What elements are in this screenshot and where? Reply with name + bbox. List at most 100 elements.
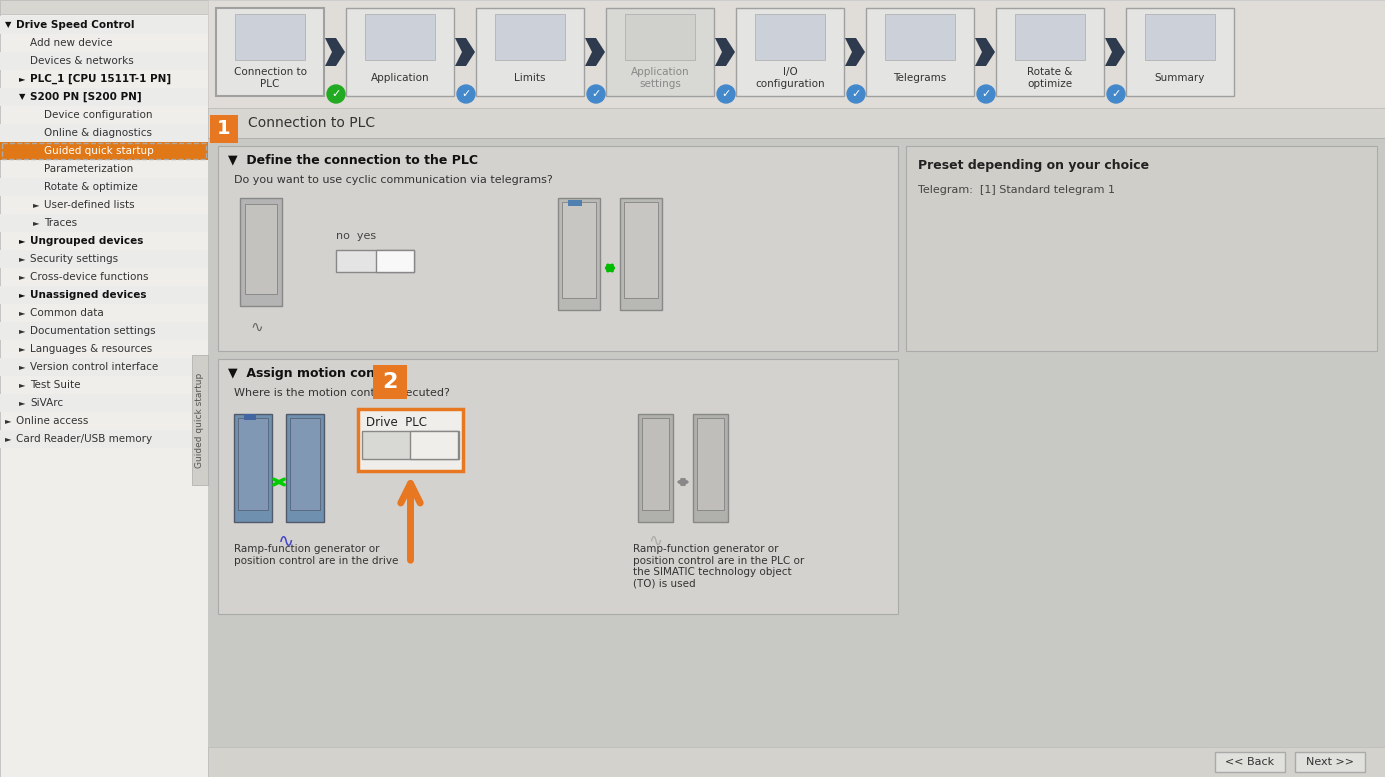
Bar xyxy=(346,8,454,96)
Bar xyxy=(211,115,238,143)
Bar xyxy=(245,204,277,294)
Text: Guided quick startup: Guided quick startup xyxy=(44,146,154,156)
Text: ∿: ∿ xyxy=(251,320,263,335)
Text: << Back: << Back xyxy=(1226,757,1274,767)
Text: Guided quick startup: Guided quick startup xyxy=(195,372,205,468)
Text: Limits: Limits xyxy=(514,73,546,83)
Bar xyxy=(216,8,324,96)
Bar xyxy=(0,16,208,34)
Bar xyxy=(217,359,897,614)
Bar xyxy=(285,414,324,522)
Text: ✓: ✓ xyxy=(591,89,601,99)
Bar xyxy=(496,14,565,60)
Text: ►: ► xyxy=(19,255,25,263)
Text: ►: ► xyxy=(19,381,25,389)
Text: Add new device: Add new device xyxy=(30,38,112,48)
Bar xyxy=(373,365,407,399)
Text: Parameterization: Parameterization xyxy=(44,164,133,174)
Text: Summary: Summary xyxy=(1155,73,1205,83)
Bar xyxy=(626,14,694,60)
Bar xyxy=(558,198,600,310)
Bar xyxy=(1145,14,1215,60)
Text: Traces: Traces xyxy=(44,218,78,228)
Circle shape xyxy=(848,85,866,103)
Polygon shape xyxy=(456,38,475,66)
Text: Card Reader/USB memory: Card Reader/USB memory xyxy=(17,434,152,444)
Text: ►: ► xyxy=(19,363,25,371)
Polygon shape xyxy=(715,38,735,66)
Bar xyxy=(240,198,283,306)
Text: Rotate &
optimize: Rotate & optimize xyxy=(1028,67,1073,89)
Text: ✓: ✓ xyxy=(461,89,471,99)
Bar xyxy=(217,146,897,351)
Polygon shape xyxy=(584,38,605,66)
Text: Device configuration: Device configuration xyxy=(44,110,152,120)
Text: S200 PN [S200 PN]: S200 PN [S200 PN] xyxy=(30,92,141,102)
Text: no  yes: no yes xyxy=(337,231,377,241)
Text: SiVArc: SiVArc xyxy=(30,398,64,408)
Circle shape xyxy=(717,85,735,103)
Bar xyxy=(366,14,435,60)
Text: Where is the motion control executed?: Where is the motion control executed? xyxy=(234,388,450,398)
Text: ▼: ▼ xyxy=(6,20,11,30)
Text: ►: ► xyxy=(33,218,40,228)
Text: ►: ► xyxy=(19,75,25,83)
Bar xyxy=(620,198,662,310)
Text: ►: ► xyxy=(19,291,25,299)
Bar xyxy=(238,418,269,510)
Bar xyxy=(638,414,673,522)
Circle shape xyxy=(457,85,475,103)
Polygon shape xyxy=(975,38,994,66)
Polygon shape xyxy=(325,38,345,66)
Text: Connection to
PLC: Connection to PLC xyxy=(234,67,306,89)
Text: Connection to PLC: Connection to PLC xyxy=(248,116,375,130)
Text: Application: Application xyxy=(371,73,429,83)
Text: ✓: ✓ xyxy=(1111,89,1120,99)
Bar xyxy=(692,414,729,522)
Bar xyxy=(1015,14,1084,60)
Text: Ramp-function generator or
position control are in the PLC or
the SIMATIC techno: Ramp-function generator or position cont… xyxy=(633,544,805,589)
Text: Version control interface: Version control interface xyxy=(30,362,158,372)
Text: PLC_1 [CPU 1511T-1 PN]: PLC_1 [CPU 1511T-1 PN] xyxy=(30,74,172,84)
Text: I/O
configuration: I/O configuration xyxy=(755,67,825,89)
Text: ✓: ✓ xyxy=(722,89,731,99)
Text: Next >>: Next >> xyxy=(1306,757,1355,767)
Text: Online & diagnostics: Online & diagnostics xyxy=(44,128,152,138)
Bar xyxy=(0,214,208,232)
Bar xyxy=(234,414,271,522)
Text: 1: 1 xyxy=(217,120,231,138)
Text: ✓: ✓ xyxy=(331,89,341,99)
Text: ▼  Assign motion control: ▼ Assign motion control xyxy=(229,367,400,379)
Bar xyxy=(1,143,206,159)
Bar xyxy=(0,286,208,304)
Bar xyxy=(208,108,1385,138)
Bar xyxy=(996,8,1104,96)
Bar xyxy=(208,747,1385,777)
Text: ►: ► xyxy=(19,344,25,354)
Bar xyxy=(755,14,824,60)
Bar xyxy=(289,418,320,510)
Bar xyxy=(607,8,715,96)
Text: ►: ► xyxy=(19,399,25,407)
Text: Drive Speed Control: Drive Speed Control xyxy=(17,20,134,30)
Bar xyxy=(0,394,208,412)
Text: ►: ► xyxy=(19,273,25,281)
Bar xyxy=(0,88,208,106)
Text: Application
settings: Application settings xyxy=(630,67,690,89)
Text: Do you want to use cyclic communication via telegrams?: Do you want to use cyclic communication … xyxy=(234,175,553,185)
Text: Ungrouped devices: Ungrouped devices xyxy=(30,236,144,246)
Bar xyxy=(1295,752,1366,772)
Text: Languages & resources: Languages & resources xyxy=(30,344,152,354)
Bar xyxy=(0,178,208,196)
Bar xyxy=(0,358,208,376)
Bar xyxy=(208,108,1385,777)
Text: ►: ► xyxy=(19,308,25,318)
Text: Ramp-function generator or
position control are in the drive: Ramp-function generator or position cont… xyxy=(234,544,399,566)
Bar xyxy=(0,124,208,142)
Text: ►: ► xyxy=(19,326,25,336)
Text: Online access: Online access xyxy=(17,416,89,426)
Text: ✓: ✓ xyxy=(852,89,860,99)
Bar xyxy=(866,8,974,96)
Circle shape xyxy=(976,85,994,103)
Text: Preset depending on your choice: Preset depending on your choice xyxy=(918,159,1150,172)
